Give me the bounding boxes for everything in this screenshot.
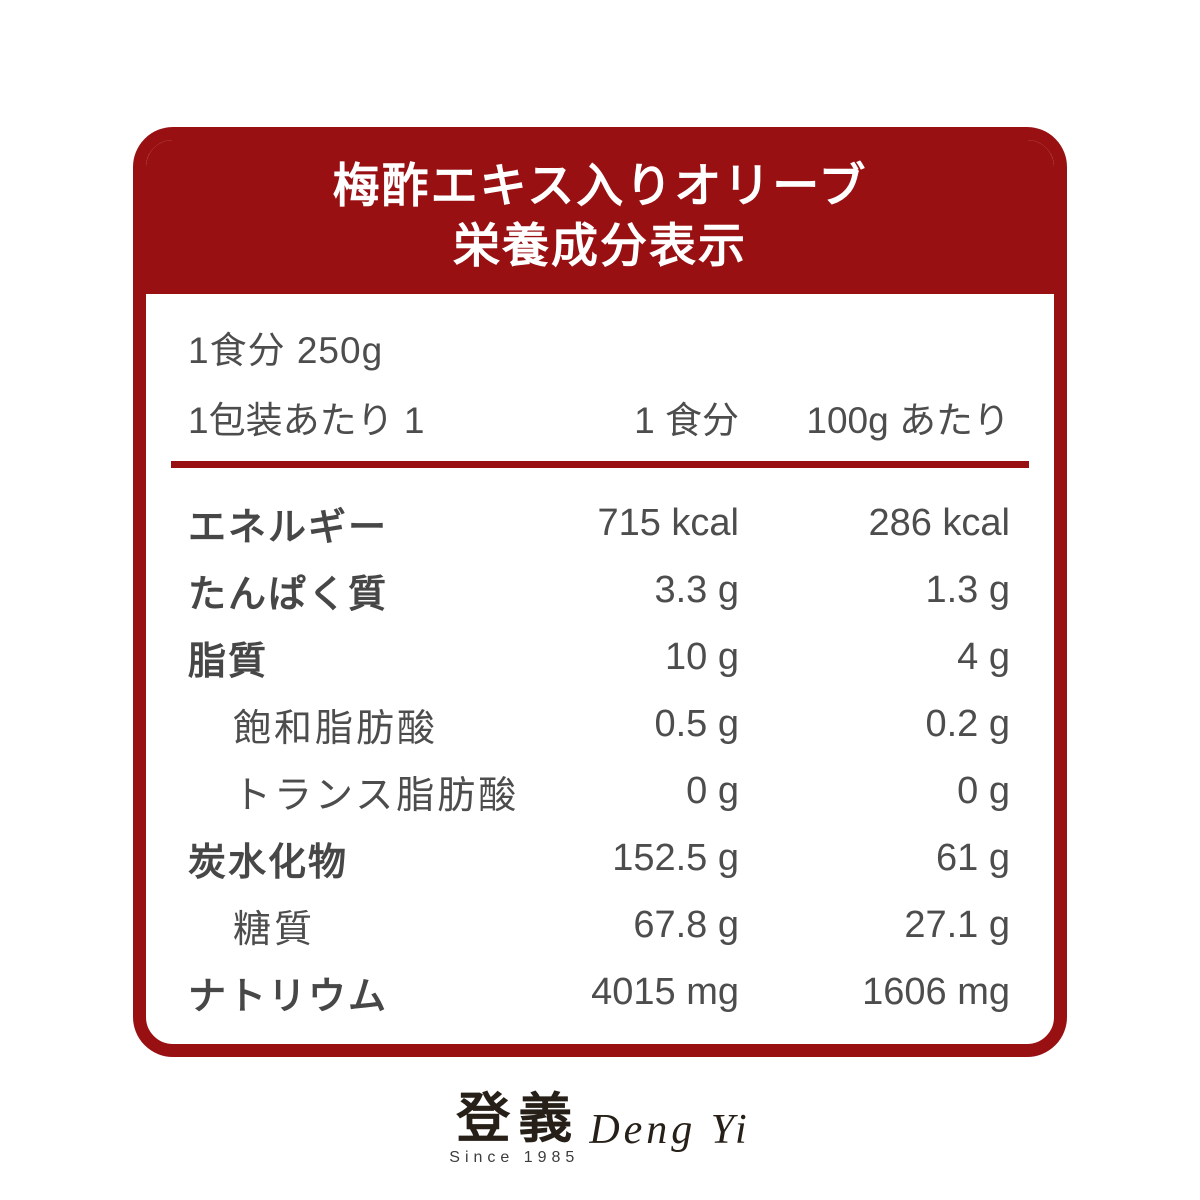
nutrition-row: ナトリウム 4015 mg 1606 mg bbox=[188, 959, 1012, 1026]
row-label: 糖質 bbox=[233, 909, 316, 951]
row-label: 飽和脂肪酸 bbox=[233, 708, 439, 750]
row-value-per-100g: 0 g bbox=[957, 770, 1010, 812]
card-header: 梅酢エキス入りオリーブ 栄養成分表示 bbox=[146, 140, 1054, 294]
nutrition-row: 炭水化物 152.5 g 61 g bbox=[188, 825, 1012, 892]
serving-size-text: 1食分 250g bbox=[188, 330, 384, 371]
column-header-per-serving: 1 食分 bbox=[634, 400, 739, 441]
card-body: 1食分 250g 1包装あたり 1 1 食分 100g あたり エネルギー 715… bbox=[146, 294, 1054, 1026]
logo-since-text: Since 1985 bbox=[449, 1149, 580, 1166]
row-value-per-serving: 0.5 g bbox=[654, 703, 739, 745]
row-value-per-100g: 4 g bbox=[957, 636, 1010, 678]
table-divider bbox=[171, 461, 1029, 468]
nutrition-row: 脂質 10 g 4 g bbox=[188, 624, 1012, 691]
row-value-per-serving: 0 g bbox=[686, 770, 739, 812]
row-value-per-serving: 715 kcal bbox=[597, 502, 739, 544]
row-value-per-serving: 67.8 g bbox=[633, 904, 739, 946]
logo-romaji-text: Deng Yi bbox=[589, 1107, 751, 1153]
row-value-per-serving: 4015 mg bbox=[591, 971, 739, 1013]
row-label: トランス脂肪酸 bbox=[233, 775, 520, 817]
row-value-per-100g: 1606 mg bbox=[862, 971, 1010, 1013]
nutrition-row: たんぱく質 3.3 g 1.3 g bbox=[188, 557, 1012, 624]
row-value-per-serving: 152.5 g bbox=[612, 837, 739, 879]
column-header-per-100g: 100g あたり bbox=[806, 400, 1010, 441]
row-label: たんぱく質 bbox=[188, 574, 389, 616]
row-label: 炭水化物 bbox=[188, 842, 349, 884]
row-value-per-100g: 27.1 g bbox=[904, 904, 1010, 946]
row-label: エネルギー bbox=[188, 507, 389, 549]
row-value-per-100g: 61 g bbox=[936, 837, 1010, 879]
row-value-per-100g: 286 kcal bbox=[868, 502, 1010, 544]
row-label: 脂質 bbox=[188, 641, 269, 683]
row-value-per-serving: 3.3 g bbox=[654, 569, 739, 611]
card-title-line1: 梅酢エキス入りオリーブ bbox=[332, 159, 868, 212]
card-title-line2: 栄養成分表示 bbox=[453, 219, 747, 272]
row-value-per-serving: 10 g bbox=[665, 636, 739, 678]
nutrition-row: エネルギー 715 kcal 286 kcal bbox=[188, 490, 1012, 557]
servings-per-package-text: 1包装あたり 1 bbox=[188, 400, 425, 441]
brand-logo: 登義 Since 1985 Deng Yi bbox=[0, 1089, 1200, 1167]
column-header-row: 1包装あたり 1 1 食分 100g あたり bbox=[188, 383, 1012, 451]
nutrition-row: 飽和脂肪酸 0.5 g 0.2 g bbox=[188, 691, 1012, 758]
row-value-per-100g: 1.3 g bbox=[925, 569, 1010, 611]
logo-kanji-text: 登義 bbox=[456, 1089, 581, 1149]
nutrition-row: 糖質 67.8 g 27.1 g bbox=[188, 892, 1012, 959]
nutrition-row: トランス脂肪酸 0 g 0 g bbox=[188, 758, 1012, 825]
nutrition-facts-card: 梅酢エキス入りオリーブ 栄養成分表示 1食分 250g 1包装あたり 1 1 食… bbox=[133, 127, 1067, 1057]
row-value-per-100g: 0.2 g bbox=[925, 703, 1010, 745]
row-label: ナトリウム bbox=[188, 976, 389, 1018]
nutrition-table: エネルギー 715 kcal 286 kcal たんぱく質 3.3 g 1.3 g 脂質 10… bbox=[188, 490, 1012, 1026]
